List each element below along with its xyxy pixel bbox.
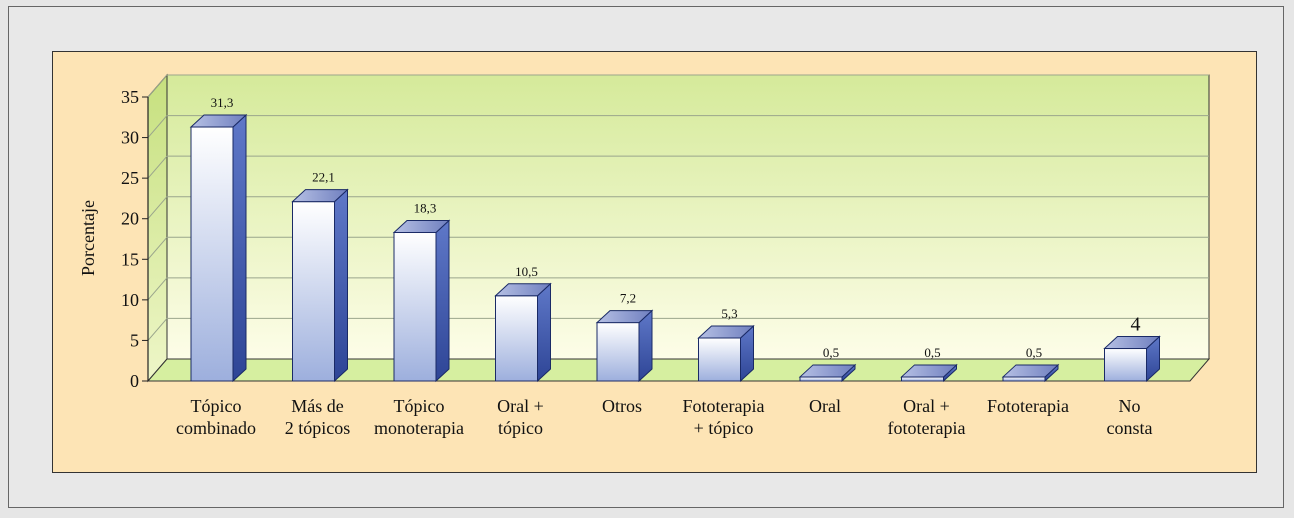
data-label: 5,3 <box>721 306 737 321</box>
bar-front <box>1104 348 1147 382</box>
bar-front <box>1002 376 1046 382</box>
category-label-line: Más de <box>291 396 344 416</box>
y-tick-label: 15 <box>121 249 139 269</box>
y-axis: 0 5 10 15 20 25 30 35 <box>121 87 149 391</box>
category-label-line: Oral + <box>903 396 950 416</box>
gridline-side <box>147 236 168 260</box>
bar <box>392 219 451 383</box>
y-axis-label: Porcentaje <box>78 200 98 276</box>
y-tick-label: 0 <box>130 371 139 391</box>
category-label: Fototerapia <box>987 396 1069 416</box>
bar-top <box>291 189 349 203</box>
category-label-line: Fototerapia <box>987 396 1069 416</box>
bar-top <box>697 325 755 339</box>
category-label: Oral <box>809 396 841 416</box>
bar-top <box>595 310 654 324</box>
bar-top <box>494 283 552 297</box>
data-label: 0,5 <box>924 345 940 360</box>
gridline-side <box>147 115 168 138</box>
bar-top <box>1103 336 1161 350</box>
bar-front <box>901 376 944 382</box>
bar <box>697 324 755 383</box>
bar <box>291 188 349 383</box>
category-label: Otros <box>602 396 642 416</box>
bar-side <box>435 219 450 383</box>
category-label-line: fototerapia <box>888 418 966 438</box>
category-label-line: Fototerapia <box>683 396 765 416</box>
y-tick-label: 30 <box>121 128 139 148</box>
y-tick-label: 25 <box>121 168 139 188</box>
bar-top <box>392 220 451 234</box>
y-tick-label: 10 <box>121 290 139 310</box>
bar-front <box>596 322 640 382</box>
side-wall <box>147 73 168 383</box>
category-label-line: monoterapia <box>374 418 464 438</box>
data-label: 22,1 <box>312 170 335 185</box>
bar-side <box>537 282 551 383</box>
data-label: 4 <box>1131 314 1141 336</box>
bar <box>1001 363 1060 383</box>
data-label: 7,2 <box>620 291 636 306</box>
bar-front <box>393 232 437 382</box>
category-label: Oral + tópico <box>497 396 544 438</box>
bar-side <box>232 113 247 383</box>
category-label: Tópico monoterapia <box>374 396 464 438</box>
category-label-line: tópico <box>498 418 543 438</box>
data-label: 0,5 <box>823 345 839 360</box>
gridline-side <box>147 74 168 98</box>
y-tick-label: 35 <box>121 87 139 107</box>
data-label: 18,3 <box>414 201 437 216</box>
data-labels: 31,3 22,1 18,3 10,5 7,2 5,3 0,5 0,5 0,5 4 <box>211 95 1141 360</box>
category-label-line: 2 tópicos <box>285 418 351 438</box>
data-label: 10,5 <box>515 264 538 279</box>
bar-front <box>292 201 335 382</box>
bar <box>189 113 248 383</box>
category-label-line: Oral + <box>497 396 544 416</box>
category-label-line: combinado <box>176 418 256 438</box>
category-label-line: Oral <box>809 396 841 416</box>
bar-front <box>698 337 741 382</box>
bar <box>798 363 857 383</box>
category-label: Oral + fototerapia <box>888 396 966 438</box>
category-label-line: No <box>1119 396 1141 416</box>
category-label: Más de 2 tópicos <box>285 396 351 438</box>
category-label-line: Tópico <box>394 396 445 416</box>
bar-front <box>190 126 234 382</box>
category-label-line: + tópico <box>694 418 754 438</box>
category-label-line: consta <box>1107 418 1153 438</box>
bar-top <box>189 114 248 128</box>
gridline-side <box>147 318 168 341</box>
bar <box>900 363 958 383</box>
bar-top <box>798 364 857 378</box>
bar-front <box>799 376 843 382</box>
bar-side <box>334 188 348 383</box>
category-label: Fototerapia + tópico <box>683 396 765 438</box>
gridline-side <box>147 277 168 301</box>
y-tick-label: 20 <box>121 209 139 229</box>
category-label: No consta <box>1107 396 1153 438</box>
bar <box>1103 335 1161 383</box>
gridline-side <box>147 155 168 179</box>
category-label-line: Tópico <box>191 396 242 416</box>
bar <box>595 309 654 383</box>
bar-front <box>495 295 538 382</box>
y-tick-label: 5 <box>130 330 139 350</box>
bar <box>494 282 552 383</box>
bar-top <box>900 364 958 378</box>
bars <box>189 113 1161 383</box>
data-label: 31,3 <box>211 95 234 110</box>
category-label-line: Otros <box>602 396 642 416</box>
bar-top <box>1001 364 1060 378</box>
data-label: 0,5 <box>1026 345 1042 360</box>
category-label: Tópico combinado <box>176 396 256 438</box>
gridline-side <box>147 196 168 220</box>
